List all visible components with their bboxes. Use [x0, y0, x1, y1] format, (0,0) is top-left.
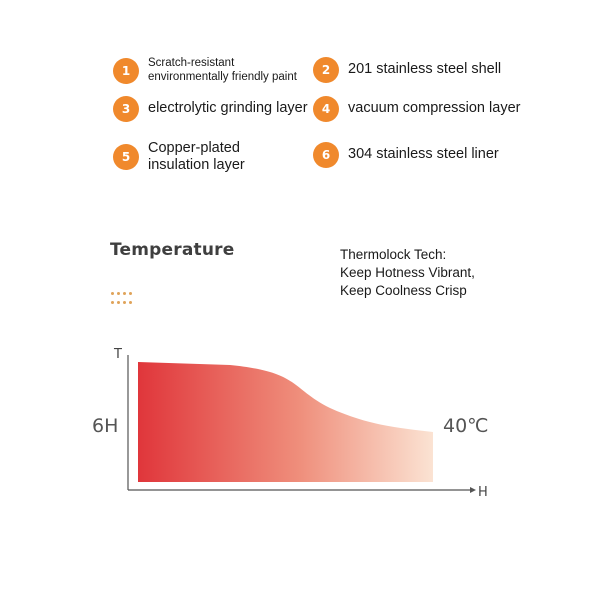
layer-label: Scratch-resistant environmentally friend… — [148, 57, 297, 83]
temperature-curve-area — [138, 362, 433, 482]
layer-label: vacuum compression layer — [348, 100, 521, 117]
layer-item-3: 3 electrolytic grinding layer — [113, 96, 308, 122]
layer-item-1: 1 Scratch-resistant environmentally frie… — [113, 57, 297, 85]
layer-number-badge: 4 — [313, 96, 339, 122]
end-temperature-label: 40℃ — [443, 415, 489, 437]
layer-label: Copper-plated insulation layer — [148, 140, 245, 174]
layer-item-6: 6 304 stainless steel liner — [313, 142, 499, 168]
tagline-line: Keep Coolness Crisp — [340, 283, 467, 298]
thermolock-tagline: Thermolock Tech: Keep Hotness Vibrant, K… — [340, 246, 475, 300]
layer-number-badge: 2 — [313, 57, 339, 83]
layer-number-badge: 3 — [113, 96, 139, 122]
x-axis-arrow-icon — [470, 487, 476, 493]
layer-item-5: 5 Copper-plated insulation layer — [113, 140, 245, 175]
duration-label: 6H — [92, 415, 118, 437]
x-axis-label: H — [478, 485, 488, 500]
layer-number-badge: 1 — [113, 57, 139, 84]
temperature-title: Temperature — [110, 240, 235, 260]
layer-item-2: 2 201 stainless steel shell — [313, 57, 501, 83]
y-axis-label: T — [113, 347, 122, 362]
layer-item-4: 4 vacuum compression layer — [313, 96, 520, 122]
layer-label: 304 stainless steel liner — [348, 146, 499, 163]
layer-number-badge: 6 — [313, 142, 339, 168]
tagline-line: Keep Hotness Vibrant, — [340, 265, 475, 280]
layer-label: electrolytic grinding layer — [148, 100, 308, 117]
layer-number-badge: 5 — [113, 144, 139, 171]
tagline-line: Thermolock Tech: — [340, 247, 447, 262]
layer-label: 201 stainless steel shell — [348, 61, 502, 78]
